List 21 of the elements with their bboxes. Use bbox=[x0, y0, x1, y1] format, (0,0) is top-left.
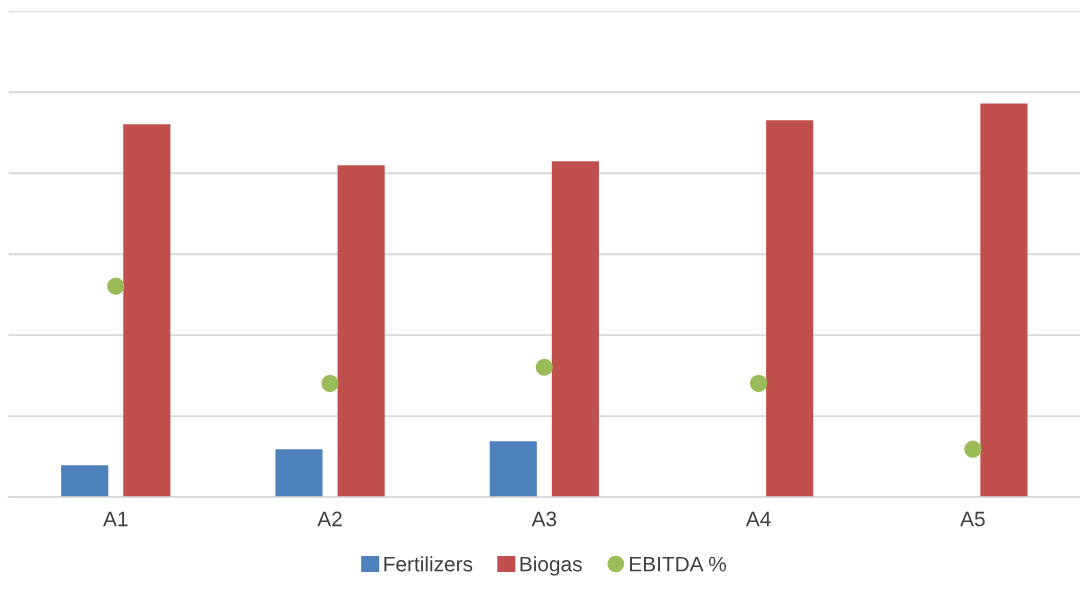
bar bbox=[275, 449, 323, 498]
point bbox=[535, 358, 553, 376]
point bbox=[321, 374, 339, 392]
legend-label: EBITDA % bbox=[630, 556, 727, 572]
x-tick-label: A2 bbox=[317, 511, 342, 527]
bar bbox=[337, 165, 385, 498]
bar bbox=[551, 161, 599, 498]
bar bbox=[980, 103, 1028, 498]
point bbox=[749, 374, 768, 392]
bar bbox=[61, 465, 109, 498]
x-tick-label: A4 bbox=[745, 511, 771, 527]
x-tick-label: A3 bbox=[531, 511, 557, 527]
point bbox=[964, 440, 982, 458]
x-tick-label: A5 bbox=[960, 511, 985, 527]
point bbox=[107, 277, 125, 295]
legend-label: Biogas bbox=[520, 556, 582, 576]
bar bbox=[766, 120, 814, 498]
bar bbox=[489, 441, 537, 498]
x-tick-label: A1 bbox=[103, 511, 128, 527]
legend-label: Fertilizers bbox=[384, 556, 473, 572]
bar bbox=[123, 124, 171, 498]
